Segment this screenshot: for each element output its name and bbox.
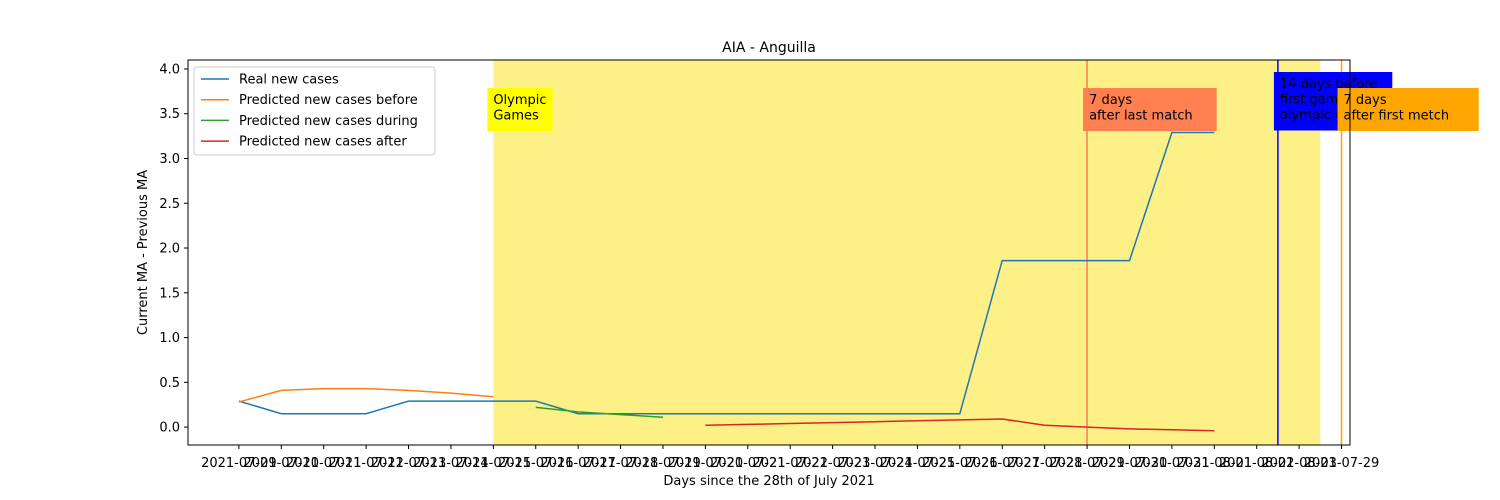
- x-tick-label-25: 2021-08-03: [1261, 456, 1337, 471]
- legend-box: [193, 66, 436, 156]
- x-tick-label-1: 2021-07-10: [244, 456, 320, 471]
- x-tick-label-18: 2021-07-27: [964, 456, 1040, 471]
- x-tick-label-8: 2021-07-17: [540, 456, 616, 471]
- y-tick-label-2: 1.0: [159, 331, 180, 346]
- legend-label-1: Predicted new cases before: [239, 93, 418, 108]
- x-tick-label-2: 2021-07-11: [286, 456, 362, 471]
- x-tick-label-21: 2021-07-30: [1092, 456, 1168, 471]
- y-tick-label-5: 2.5: [159, 197, 180, 212]
- x-tick-label-22: 2021-07-31: [1134, 456, 1210, 471]
- y-tick-label-6: 3.0: [159, 152, 180, 167]
- y-tick-label-4: 2.0: [159, 242, 180, 257]
- x-tick-label-10: 2021-07-19: [625, 456, 701, 471]
- x-tick-label-20: 2021-07-29: [1049, 456, 1125, 471]
- x-tick-label-11: 2021-07-20: [668, 456, 744, 471]
- x-tick-label-12: 2021-07-21: [710, 456, 786, 471]
- chart-title: AIA - Anguilla: [722, 40, 816, 56]
- series-line-1: [238, 387, 494, 403]
- x-tick-label-19: 2021-07-28: [1007, 456, 1083, 471]
- x-tick-label-17: 2021-07-26: [922, 456, 998, 471]
- y-tick-label-7: 3.5: [159, 107, 180, 122]
- vline-label-2-text: 7 days after first metch: [1344, 93, 1450, 124]
- series-line-2: [535, 406, 664, 418]
- x-tick-label-0: 2021-07-09: [201, 456, 277, 471]
- y-tick-label-0: 0.0: [159, 421, 180, 436]
- x-tick-label-13: 2021-07-22: [752, 456, 828, 471]
- legend-label-2: Predicted new cases during: [239, 114, 418, 129]
- x-tick-label-6: 2021-07-15: [456, 456, 532, 471]
- x-tick-label-3: 2021-07-12: [328, 456, 404, 471]
- y-tick-label-3: 1.5: [159, 286, 180, 301]
- x-tick-label-15: 2021-07-24: [837, 456, 913, 471]
- vline-label-2-box: [1337, 88, 1479, 131]
- legend-label-3: Predicted new cases after: [239, 135, 407, 150]
- x-tick-label-7: 2021-07-16: [498, 456, 574, 471]
- y-tick-label-8: 4.0: [159, 62, 180, 77]
- series-line-0: [238, 131, 1215, 415]
- x-axis-label: Days since the 28th of July 2021: [663, 474, 874, 489]
- x-tick-label-23: 2021-08-01: [1177, 456, 1253, 471]
- vline-label-0-text: 7 days after last match: [1089, 93, 1193, 124]
- olympic-games-label-text: Olympic Games: [493, 93, 546, 124]
- vline-label-0-box: [1083, 88, 1217, 131]
- x-tick-label-16: 2021-07-25: [880, 456, 956, 471]
- axes-frame: [187, 59, 1351, 446]
- y-tick-label-1: 0.5: [159, 376, 180, 391]
- series-line-3: [705, 418, 1215, 432]
- x-tick-label-14: 2021-07-23: [795, 456, 871, 471]
- x-tick-label-9: 2021-07-18: [583, 456, 659, 471]
- olympic-games-label-box: [487, 88, 553, 131]
- x-tick-label-24: 2021-08-02: [1219, 456, 1295, 471]
- legend-label-0: Real new cases: [239, 73, 339, 88]
- x-tick-label-4: 2021-07-13: [371, 456, 447, 471]
- x-tick-label-26: 2021-07-29: [1304, 456, 1380, 471]
- y-axis-label: Current MA - Previous MA: [136, 170, 151, 335]
- x-tick-label-5: 2021-07-14: [413, 456, 489, 471]
